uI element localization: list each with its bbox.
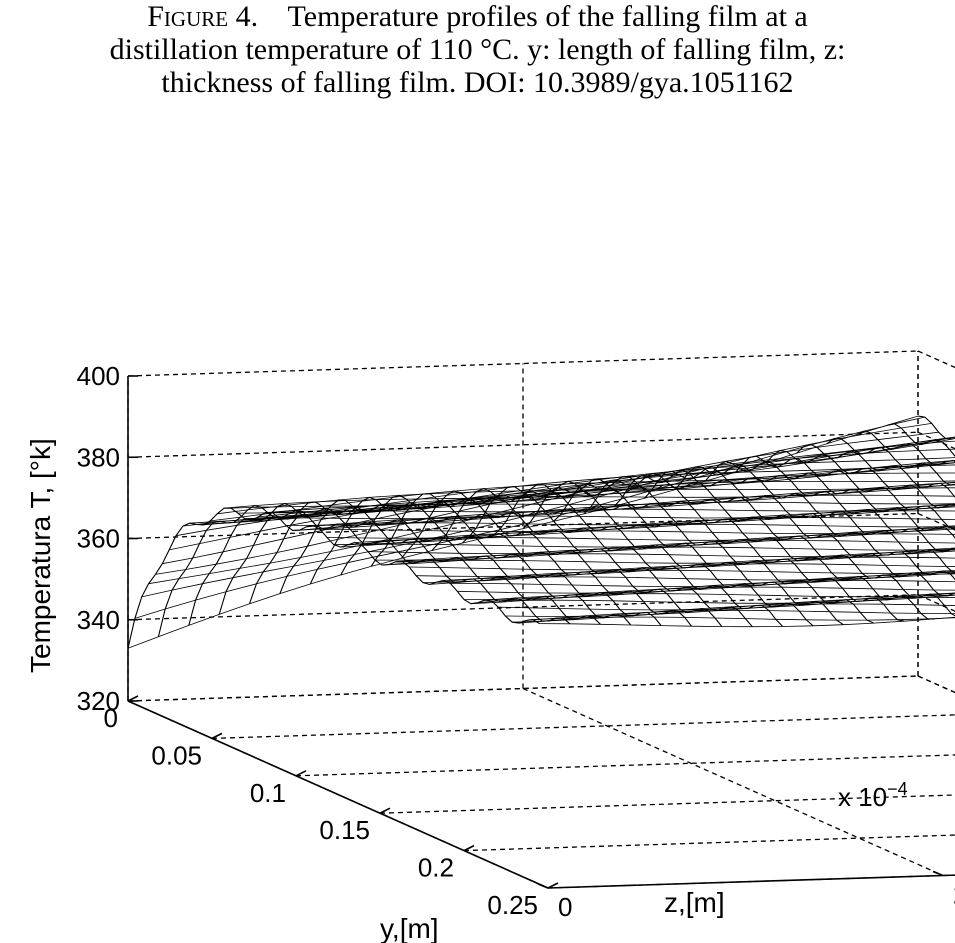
surface-line-y-58 [525,610,955,621]
y-axis [127,700,549,889]
surface-line-y-20 [265,481,955,514]
x-axis-label: z,[m] [664,887,725,918]
surface-line-y-18 [251,484,955,521]
z-axis [547,874,955,889]
axes-lines [127,375,955,889]
surface-mesh [127,415,955,649]
surface-line-y-3 [148,431,939,585]
surface-line-y-22 [278,487,955,520]
y-tick-mark-1 [211,732,223,740]
z-axis-label: Temperatura T, [°k] [25,438,56,673]
surface-line-y-33 [354,527,955,543]
t-tick-0: 320 [77,686,120,716]
surface-line-y-55 [505,592,955,617]
y-tick-3: 0.15 [319,815,370,845]
surface-line-y-30 [333,517,955,546]
surface-line-y-21 [272,482,955,513]
surface-line-y-46 [443,572,955,581]
floor-grid-y-2 [295,754,955,777]
surface-line-y-1 [134,416,925,619]
surface-line-y-48 [457,569,955,594]
surface-line-y-32 [347,528,955,546]
surface-line-y-38 [388,546,955,565]
surface-line-z-20 [735,455,955,530]
y-tick-5: 0.25 [487,890,538,920]
surface-line-y-49 [464,573,955,600]
y-axis-label: y,[m] [380,913,439,943]
caption-line-2: distillation temperature of 110 °C. y: l… [109,33,846,66]
surface-line-y-45 [436,569,955,583]
wall-grid-y-0 [917,675,955,694]
z-tick-mark-1 [932,870,944,877]
caption-line-3: thickness of falling film. DOI: 10.3989/… [161,66,794,99]
surface-line-y-0 [127,415,919,649]
t-tick-2: 360 [77,524,120,554]
floor-grid-y-5 [547,874,955,889]
surface-line-y-17 [244,480,955,519]
surface-line-y-12 [210,462,955,522]
wall-grid-z-0 [127,675,919,702]
surface-line-y-36 [375,533,955,561]
surface-line-y-60 [539,616,955,628]
caption-line-1: Figure 4. Temperature profiles of the fa… [0,0,955,33]
floor-grid-y-4 [463,834,955,852]
surface-line-y-47 [450,570,955,587]
z-tick-mark-0 [537,883,549,889]
wall-grid-y-2 [917,512,955,531]
y-tick-mark-0 [127,695,139,702]
wall-grid-y-1 [917,594,955,612]
surface-line-y-59 [532,616,955,621]
surface-line-y-56 [512,596,955,623]
surface-line-y-13 [217,460,955,515]
z-tick-1: 2 [953,880,955,910]
t-tick-3: 380 [77,442,120,472]
y-tick-mark-4 [463,844,475,852]
figure-label: Figure 4. [147,0,259,33]
surface-line-y-42 [416,550,955,577]
floor-grid-z-1 [522,687,944,877]
surface-line-y-34 [361,525,955,548]
y-tick-2: 0.1 [250,778,286,808]
t-tick-1: 340 [77,605,120,635]
surface-line-y-40 [402,548,955,564]
z-tick-0: 0 [558,892,572,922]
y-tick-mark-3 [379,807,391,814]
caption-text-1: Temperature profiles of the falling film… [287,0,808,33]
surface-line-y-28 [320,504,955,533]
wall-grid-z-3 [127,431,919,458]
surface-line-y-43 [422,556,955,583]
y-tick-mark-5 [547,882,559,889]
floor-grid-y-1 [211,714,955,740]
surface-line-y-44 [429,563,955,585]
surface-line-y-2 [141,423,932,598]
surface-line-y-31 [340,523,955,548]
surface-line-y-41 [409,547,955,571]
y-tick-0: 0 [104,703,118,733]
y-tick-1: 0.05 [151,740,202,770]
wall-grid-z-1 [127,594,919,621]
surface-line-y-53 [491,594,955,604]
surface-line-y-26 [306,505,955,528]
x-multiplier: x 10−4 [838,779,908,812]
surface-line-y-37 [381,540,955,566]
surface-line-y-35 [368,527,955,554]
surface-line-y-39 [395,550,955,563]
surface-line-y-7 [175,436,955,537]
surface-line-y-52 [484,593,955,601]
y-tick-mark-2 [295,770,307,777]
surface-line-y-51 [477,586,955,604]
y-tick-4: 0.2 [418,853,454,883]
surface-line-z-15 [583,472,955,597]
t-tick-4: 400 [77,361,120,391]
wall-grid-z-4 [127,350,919,377]
figure-caption: Figure 4. Temperature profiles of the fa… [0,0,955,99]
surface-line-y-5 [162,438,953,565]
floor-grid-z-2 [917,675,955,694]
